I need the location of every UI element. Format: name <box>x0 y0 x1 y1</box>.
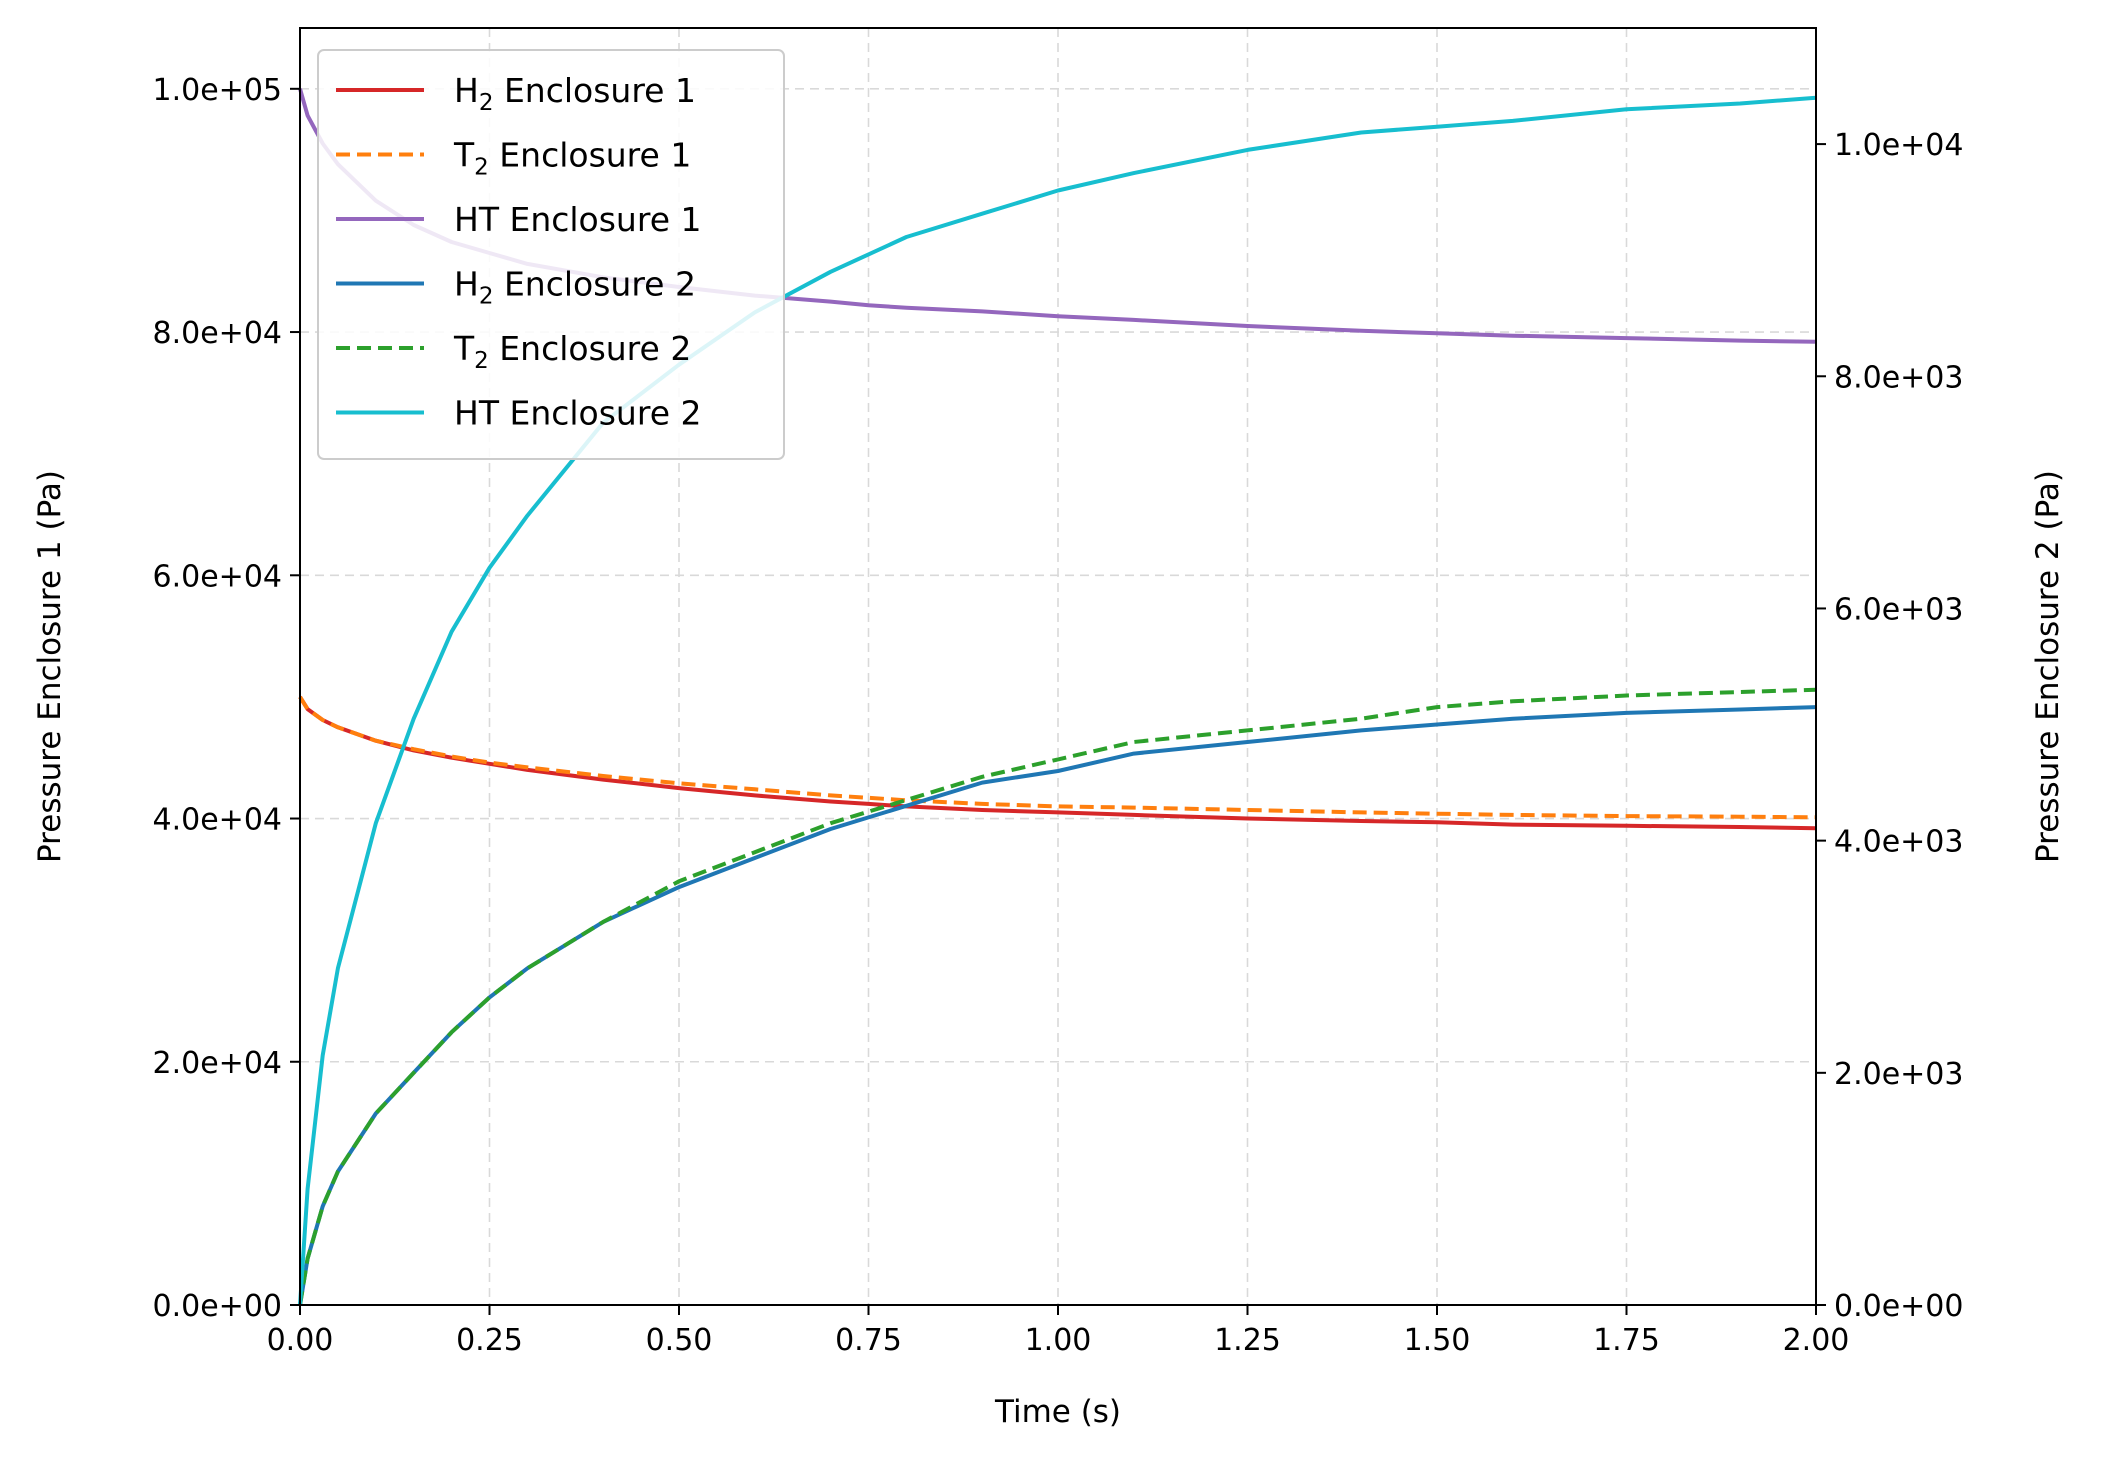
x-tick-label: 1.75 <box>1593 1323 1660 1358</box>
x-tick-label: 2.00 <box>1783 1323 1850 1358</box>
y-axis-left: 0.0e+00 2.0e+04 4.0e+04 6.0e+04 8.0e+04 1.0e+… <box>153 73 300 1324</box>
y-left-tick-label: 2.0e+04 <box>153 1046 282 1081</box>
y-axis-left-title: Pressure Enclosure 1 (Pa) <box>32 470 68 863</box>
x-tick-label: 1.25 <box>1214 1323 1281 1358</box>
y-right-tick-label: 8.0e+03 <box>1834 360 1963 395</box>
legend-label: H2 Enclosure 1 <box>454 71 696 116</box>
y-right-tick-label: 0.0e+00 <box>1834 1289 1963 1324</box>
legend-label: HT Enclosure 1 <box>454 200 701 239</box>
x-axis: 0.00 0.25 0.50 0.75 1.00 1.25 1.50 1.75 2.00 <box>267 1305 1850 1358</box>
series-line-ht-enclosure-2 <box>298 95 1817 1306</box>
y-axis-right-title: Pressure Enclosure 2 (Pa) <box>2030 470 2066 863</box>
y-right-tick-label: 6.0e+03 <box>1834 592 1963 627</box>
x-tick-label: 0.50 <box>646 1323 713 1358</box>
series-lines <box>298 88 1817 1306</box>
x-axis-title: Time (s) <box>994 1394 1121 1430</box>
legend-label: T2 Enclosure 2 <box>453 329 691 374</box>
y-left-tick-label: 0.0e+00 <box>153 1289 282 1324</box>
y-axis-right: 0.0e+00 2.0e+03 4.0e+03 6.0e+03 8.0e+03 1.0e+… <box>1816 128 1963 1324</box>
x-tick-label: 0.25 <box>456 1323 523 1358</box>
y-right-tick-label: 1.0e+04 <box>1834 128 1963 163</box>
series-line-t2-enclosure-1 <box>298 695 1817 820</box>
legend-label: HT Enclosure 2 <box>454 394 701 433</box>
y-left-tick-label: 6.0e+04 <box>153 559 282 594</box>
y-left-tick-label: 4.0e+04 <box>153 803 282 838</box>
x-tick-label: 1.50 <box>1404 1323 1471 1358</box>
x-tick-label: 0.75 <box>835 1323 902 1358</box>
y-right-tick-label: 4.0e+03 <box>1834 825 1963 860</box>
legend: H2 Enclosure 1 T2 Enclosure 1 HT Enclosure… <box>317 49 785 460</box>
series-line-t2-enclosure-2 <box>298 687 1817 1306</box>
legend-label: T2 Enclosure 1 <box>453 136 691 181</box>
series-line-h2-enclosure-2 <box>298 705 1817 1306</box>
y-left-tick-label: 8.0e+04 <box>153 316 282 351</box>
y-left-tick-label: 1.0e+05 <box>153 73 282 108</box>
x-tick-label: 0.00 <box>267 1323 334 1358</box>
legend-label: H2 Enclosure 2 <box>454 265 696 310</box>
x-tick-label: 1.00 <box>1025 1323 1092 1358</box>
y-right-tick-label: 2.0e+03 <box>1834 1057 1963 1092</box>
legend-box <box>317 49 785 460</box>
